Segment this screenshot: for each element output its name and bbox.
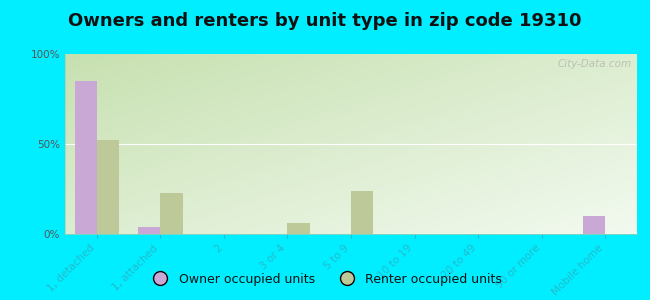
Bar (351, 191, 373, 234)
Bar (287, 223, 309, 234)
Bar (161, 193, 183, 234)
Legend: Owner occupied units, Renter occupied units: Owner occupied units, Renter occupied un… (143, 268, 507, 291)
Text: City-Data.com: City-Data.com (557, 59, 631, 69)
Bar (583, 216, 605, 234)
Bar (97, 140, 119, 234)
Text: Owners and renters by unit type in zip code 19310: Owners and renters by unit type in zip c… (68, 12, 582, 30)
Bar (75, 81, 97, 234)
Bar (138, 227, 161, 234)
